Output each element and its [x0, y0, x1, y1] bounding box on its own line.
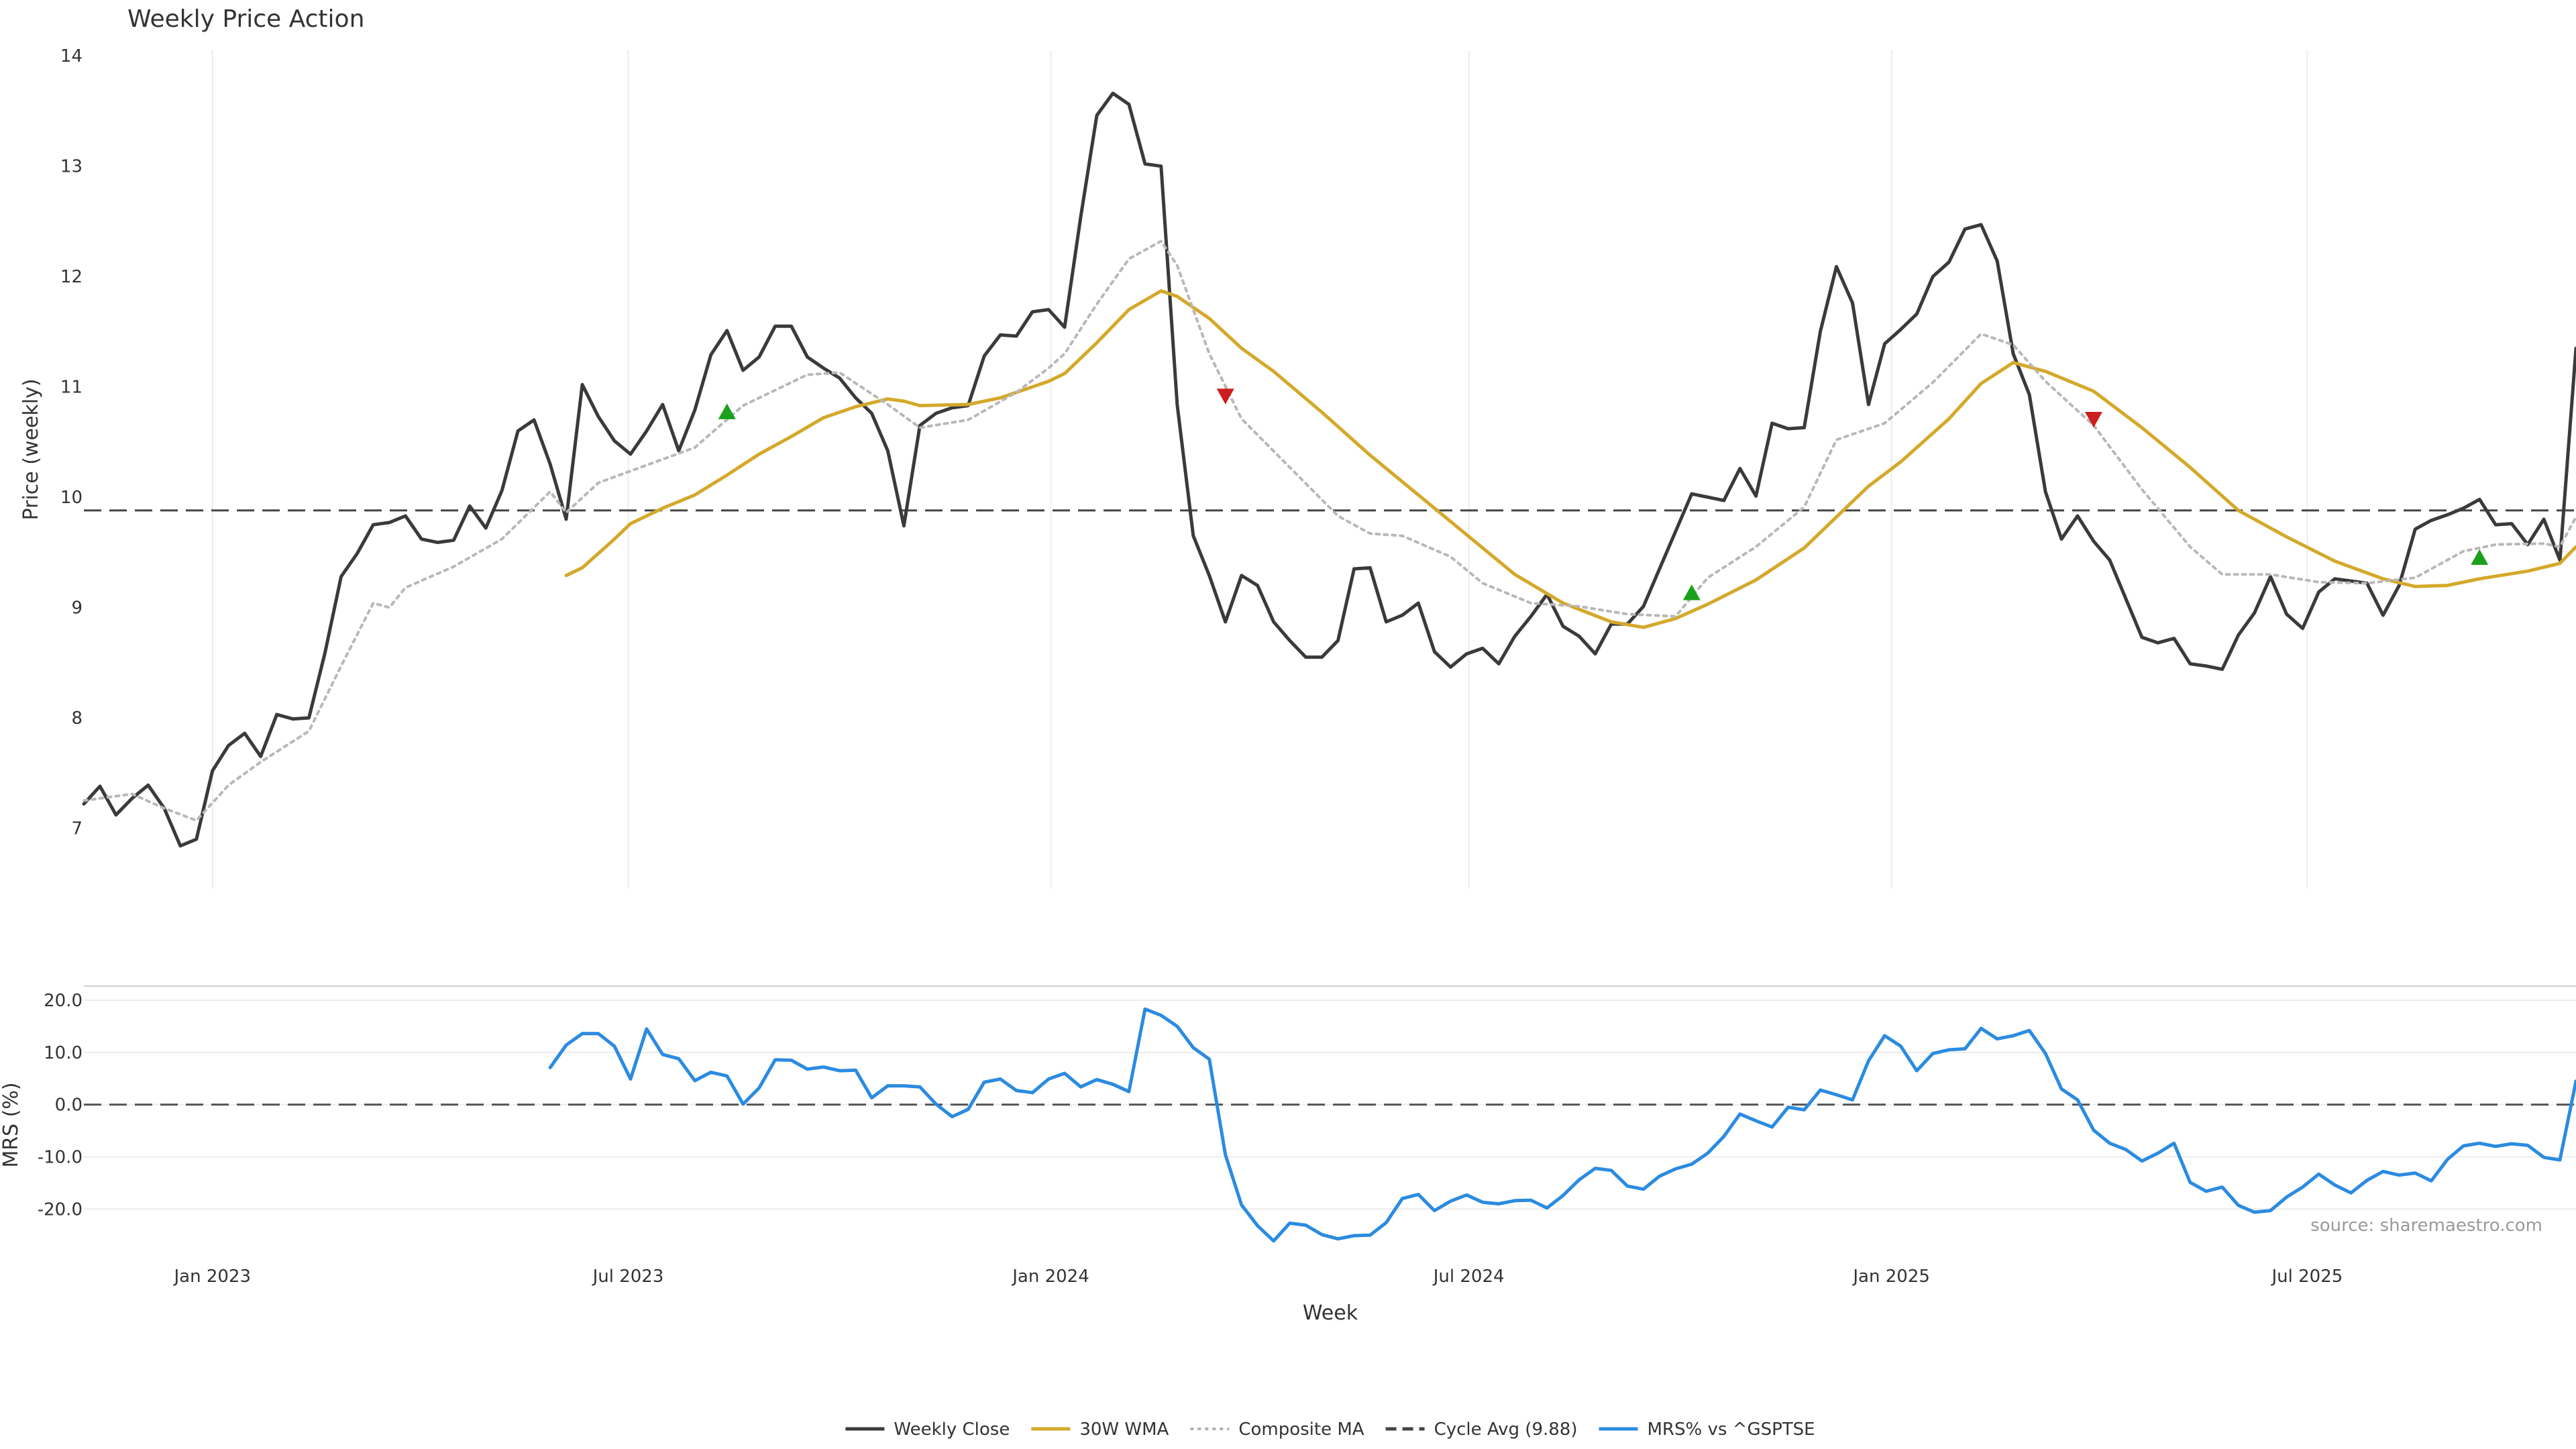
price-axis-title: Price (weekly) — [19, 378, 43, 520]
price-y-tick: 13 — [60, 157, 83, 177]
legend-label-weekly-close: Weekly Close — [894, 1419, 1010, 1440]
price-y-tick: 9 — [71, 598, 83, 619]
price-y-tick: 8 — [71, 708, 83, 729]
x-tick-jan-2023: Jan 2023 — [172, 1267, 251, 1287]
mrs-y-tick: 20.0 — [44, 991, 83, 1011]
mrs-y-tick: 10.0 — [44, 1043, 83, 1063]
sell-signal-marker — [2084, 411, 2102, 428]
x-axis-title: Week — [1303, 1301, 1358, 1325]
price-panel: 7 8 9 10 11 12 13 14 — [60, 46, 2576, 889]
series-mrs-vs-gsptse — [548, 1007, 2576, 1243]
sell-signal-marker — [1216, 388, 1234, 405]
mrs-axis-title: MRS (%) — [0, 1082, 23, 1167]
price-y-tick: 7 — [71, 819, 83, 839]
x-tick-jul-2025: Jul 2025 — [2270, 1267, 2343, 1287]
source-annotation: source: sharemaestro.com — [2310, 1216, 2542, 1236]
buy-signal-marker — [1682, 584, 1701, 600]
buy-signal-marker — [718, 403, 736, 419]
mrs-y-tick: 0.0 — [55, 1095, 83, 1116]
price-y-tick: 12 — [60, 267, 83, 287]
series-composite-ma — [83, 239, 2576, 822]
legend-label-mrs-vs-gsptse: MRS% vs ^GSPTSE — [1647, 1419, 1815, 1440]
price-y-tick: 10 — [60, 488, 83, 508]
x-tick-jan-2025: Jan 2025 — [1851, 1267, 1930, 1287]
legend-label-cycle-avg-9-88: Cycle Avg (9.88) — [1434, 1419, 1578, 1440]
legend: Weekly Close 30W WMA Composite MA Cycle Avg… — [845, 1419, 1815, 1440]
legend-label-composite-ma: Composite MA — [1238, 1419, 1364, 1440]
price-y-tick: 11 — [60, 378, 83, 398]
x-tick-jul-2023: Jul 2023 — [592, 1267, 664, 1287]
x-tick-jan-2024: Jan 2024 — [1011, 1267, 1089, 1287]
x-tick-jul-2024: Jul 2024 — [1432, 1267, 1505, 1287]
series-30w-wma — [564, 289, 2576, 629]
series-weekly-close — [82, 91, 2576, 848]
mrs-y-tick: -10.0 — [38, 1147, 83, 1167]
price-y-tick: 14 — [60, 46, 83, 66]
mrs-panel: 20.0 10.0 0.0 -10.0 -20.0 Jan 2023 Jul 2023 Jan… — [38, 985, 2576, 1287]
buy-signal-marker — [2471, 549, 2489, 565]
chart-title: Weekly Price Action — [127, 5, 364, 33]
mrs-y-tick: -20.0 — [38, 1199, 83, 1220]
legend-label-30w-wma: 30W WMA — [1079, 1419, 1169, 1440]
